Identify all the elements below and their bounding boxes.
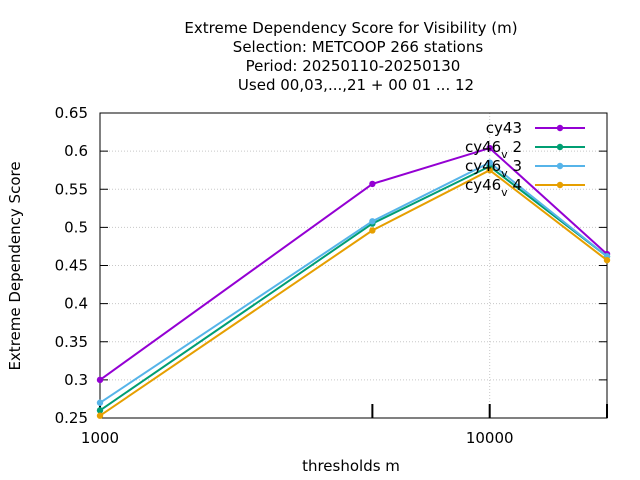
series-line [99, 165, 608, 412]
grid [100, 113, 607, 418]
data-point [486, 159, 493, 166]
legend-marker [556, 162, 564, 170]
title-line-3: Period: 20250110-20250130 [246, 57, 461, 75]
y-tick-label: 0.5 [64, 218, 88, 236]
data-point [96, 407, 104, 414]
series-4 [96, 166, 611, 419]
data-point [96, 376, 104, 384]
legend-label: cy43 [486, 119, 522, 137]
y-tick-label: 0.3 [64, 371, 88, 389]
chart-title: Extreme Dependency Score for Visibility … [184, 19, 517, 94]
data-point [369, 218, 376, 225]
legend-label: cy46v 3 [465, 157, 522, 180]
legend-item: cy43 [486, 119, 585, 137]
data-point [603, 256, 611, 264]
series-line [99, 146, 608, 381]
legend-marker [556, 124, 564, 132]
y-axis-label: Extreme Dependency Score [6, 161, 24, 370]
x-axis-ticks: 1000 10000 [81, 404, 608, 447]
y-tick-label: 0.25 [55, 409, 88, 427]
data-point [96, 412, 104, 419]
y-tick-label: 0.65 [55, 104, 88, 122]
x-tick-label: 1000 [81, 429, 119, 447]
x-axis-label: thresholds m [302, 457, 400, 475]
legend-item: cy46v 4 [465, 176, 585, 199]
y-axis-ticks: 0.25 0.3 0.35 0.4 0.45 0.5 0.55 0.6 0.65 [55, 104, 607, 427]
legend-item: cy46v 3 [465, 157, 585, 180]
plot-frame [99, 112, 608, 419]
title-line-4: Used 00,03,...,21 + 00 01 ... 12 [238, 76, 474, 94]
legend-marker [556, 143, 564, 151]
title-line-2: Selection: METCOOP 266 stations [233, 38, 484, 56]
series-line [99, 161, 608, 404]
data-point [486, 166, 493, 174]
series-1 [96, 144, 611, 384]
title-line-1: Extreme Dependency Score for Visibility … [184, 19, 517, 37]
legend-label: cy46v 4 [465, 176, 522, 199]
legend-label: cy46v 2 [465, 138, 522, 161]
data-point [486, 144, 493, 152]
data-point [369, 180, 376, 188]
legend-item: cy46v 2 [465, 138, 585, 161]
data-point [369, 227, 376, 234]
legend-marker [556, 181, 564, 189]
x-tick-label: 10000 [466, 429, 514, 447]
y-tick-label: 0.35 [55, 333, 88, 351]
series-2 [96, 163, 611, 414]
y-tick-label: 0.6 [64, 142, 88, 160]
series-group [96, 144, 611, 419]
y-tick-label: 0.45 [55, 257, 88, 275]
series-line [99, 169, 608, 417]
data-point [96, 399, 104, 406]
y-tick-label: 0.55 [55, 180, 88, 198]
y-tick-label: 0.4 [64, 295, 88, 313]
